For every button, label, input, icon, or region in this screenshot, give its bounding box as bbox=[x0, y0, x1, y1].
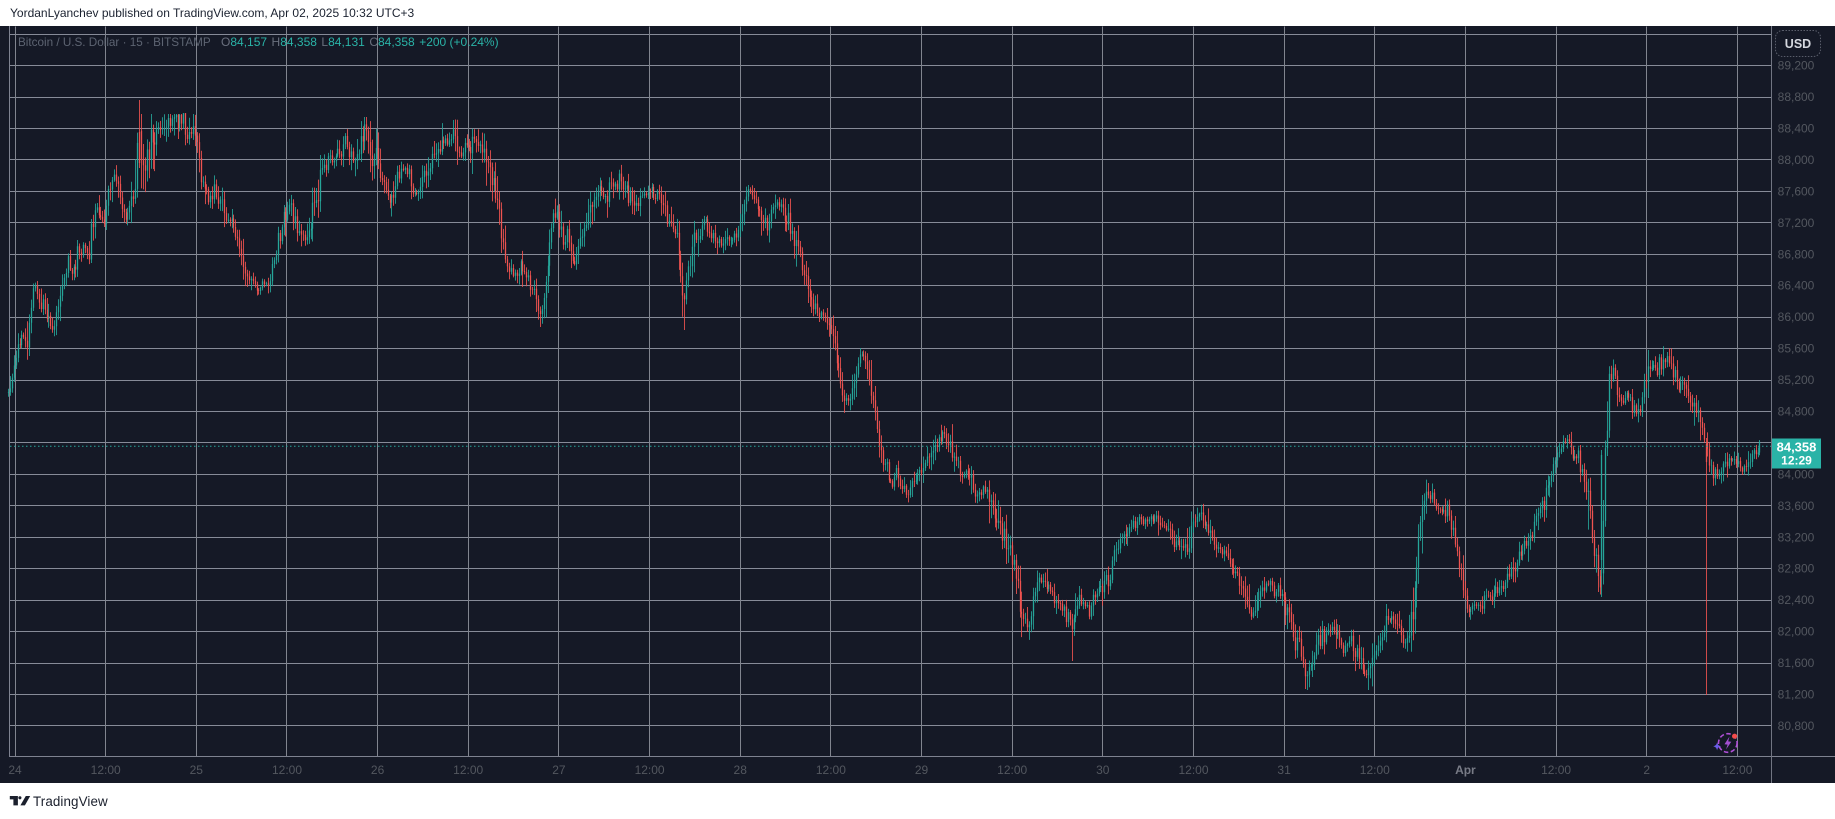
svg-text:Apr: Apr bbox=[1455, 763, 1476, 777]
svg-text:2: 2 bbox=[1643, 763, 1650, 777]
svg-text:87,200: 87,200 bbox=[1778, 216, 1815, 230]
svg-text:87,600: 87,600 bbox=[1778, 184, 1815, 198]
svg-text:82,400: 82,400 bbox=[1778, 593, 1815, 607]
svg-text:82,000: 82,000 bbox=[1778, 625, 1815, 639]
svg-text:80,800: 80,800 bbox=[1778, 719, 1815, 733]
svg-text:82,800: 82,800 bbox=[1778, 562, 1815, 576]
svg-text:86,800: 86,800 bbox=[1778, 247, 1815, 261]
svg-text:12:00: 12:00 bbox=[997, 763, 1027, 777]
svg-text:12:00: 12:00 bbox=[635, 763, 665, 777]
svg-text:12:00: 12:00 bbox=[453, 763, 483, 777]
svg-text:USD: USD bbox=[1785, 37, 1811, 51]
svg-text:84,800: 84,800 bbox=[1778, 405, 1815, 419]
svg-text:29: 29 bbox=[915, 763, 929, 777]
svg-text:85,200: 85,200 bbox=[1778, 373, 1815, 387]
svg-text:84,358: 84,358 bbox=[1777, 440, 1817, 455]
svg-text:12:00: 12:00 bbox=[1541, 763, 1571, 777]
svg-text:88,800: 88,800 bbox=[1778, 90, 1815, 104]
svg-text:89,200: 89,200 bbox=[1778, 59, 1815, 73]
svg-text:27: 27 bbox=[552, 763, 566, 777]
svg-text:86,000: 86,000 bbox=[1778, 310, 1815, 324]
svg-text:85,600: 85,600 bbox=[1778, 342, 1815, 356]
svg-text:88,400: 88,400 bbox=[1778, 122, 1815, 136]
svg-text:31: 31 bbox=[1277, 763, 1291, 777]
svg-text:81,600: 81,600 bbox=[1778, 656, 1815, 670]
svg-text:86,400: 86,400 bbox=[1778, 279, 1815, 293]
svg-text:84,000: 84,000 bbox=[1778, 467, 1815, 481]
svg-text:12:00: 12:00 bbox=[816, 763, 846, 777]
svg-text:25: 25 bbox=[190, 763, 204, 777]
svg-text:12:29: 12:29 bbox=[1781, 454, 1812, 468]
svg-text:12:00: 12:00 bbox=[1178, 763, 1208, 777]
svg-text:88,000: 88,000 bbox=[1778, 153, 1815, 167]
svg-text:30: 30 bbox=[1096, 763, 1110, 777]
svg-text:81,200: 81,200 bbox=[1778, 688, 1815, 702]
svg-text:24: 24 bbox=[8, 763, 22, 777]
svg-text:12:00: 12:00 bbox=[1360, 763, 1390, 777]
svg-text:83,200: 83,200 bbox=[1778, 530, 1815, 544]
svg-text:12:00: 12:00 bbox=[272, 763, 302, 777]
svg-text:83,600: 83,600 bbox=[1778, 499, 1815, 513]
svg-text:28: 28 bbox=[734, 763, 748, 777]
svg-text:12:00: 12:00 bbox=[91, 763, 121, 777]
svg-text:26: 26 bbox=[371, 763, 385, 777]
svg-text:Bitcoin / U.S. Dollar · 15 · B: Bitcoin / U.S. Dollar · 15 · BITSTAMP bbox=[18, 36, 211, 49]
svg-text:12:00: 12:00 bbox=[1722, 763, 1752, 777]
